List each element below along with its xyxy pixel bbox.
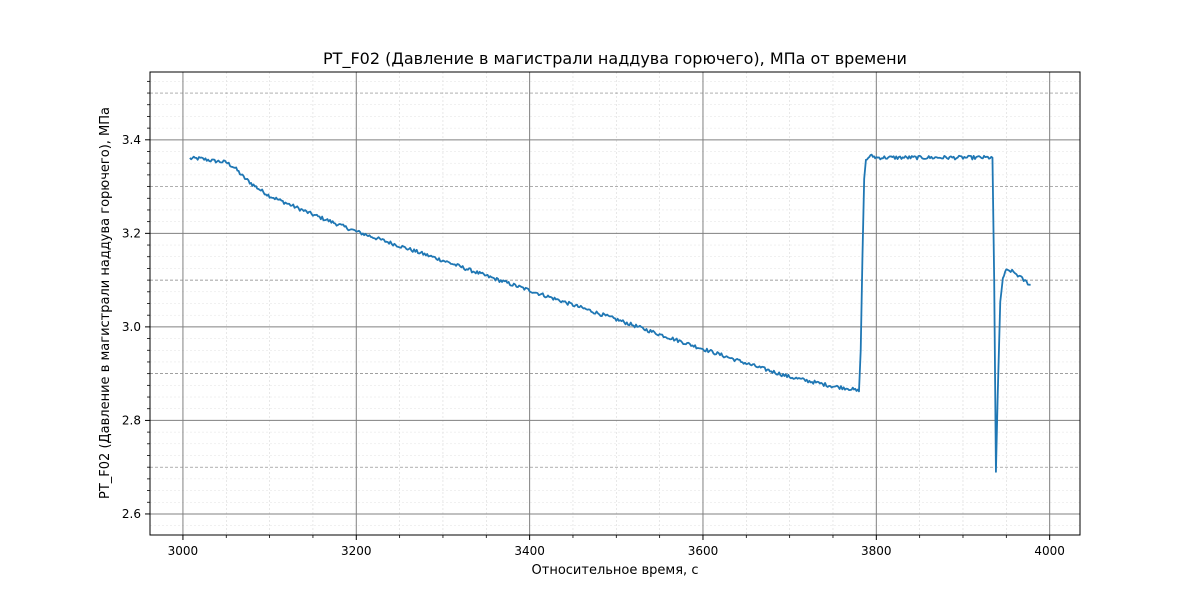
plot-area	[189, 153, 1031, 473]
x-tick-label: 3800	[861, 544, 892, 558]
chart-title: PT_F02 (Давление в магистрали наддува го…	[323, 49, 907, 69]
x-tick-label: 3200	[341, 544, 372, 558]
series-line	[189, 153, 1031, 473]
x-tick-label: 4000	[1034, 544, 1065, 558]
y-axis-label: PT_F02 (Давление в магистрали наддува го…	[98, 107, 113, 499]
x-tick-label: 3000	[168, 544, 199, 558]
x-tick-label: 3400	[514, 544, 545, 558]
y-tick-label: 2.8	[122, 413, 141, 427]
y-tick-label: 3.4	[122, 133, 141, 147]
x-tick-label: 3600	[688, 544, 719, 558]
y-tick-label: 2.6	[122, 507, 141, 521]
x-axis-label: Относительное время, с	[532, 563, 699, 578]
y-tick-label: 3.0	[122, 320, 141, 334]
y-tick-label: 3.2	[122, 226, 141, 240]
axes: 3000 3200 3400 3600 3800 4000 2.6 2.8 3.0 3.2 3.4	[122, 80, 1065, 558]
grid	[150, 72, 1080, 535]
